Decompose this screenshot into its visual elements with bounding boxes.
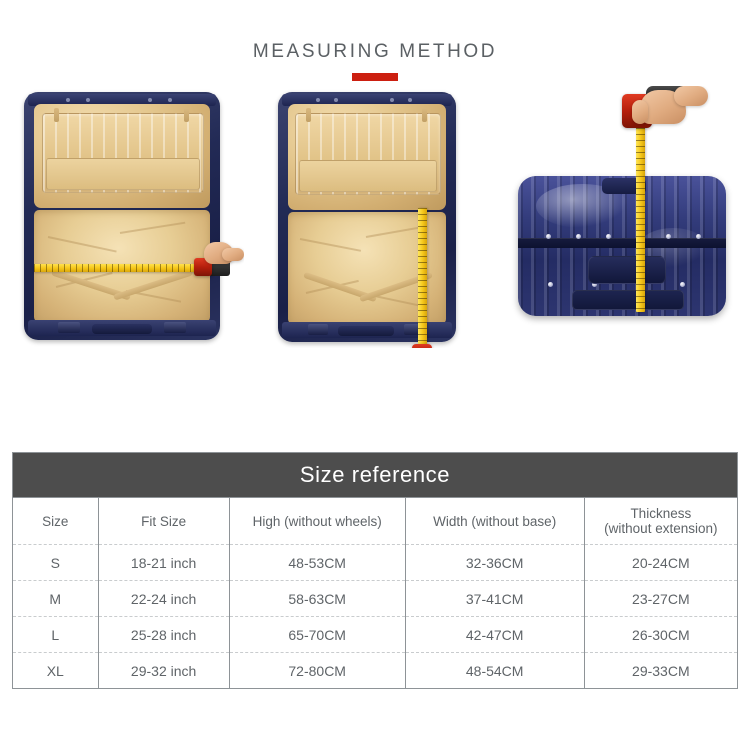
table-row: L 25-28 inch 65-70CM 42-47CM 26-30CM	[12, 616, 738, 653]
photo-suitcase-height	[262, 86, 474, 348]
cell-fit-size: 29-32 inch	[98, 652, 230, 689]
cell-size: M	[12, 580, 99, 617]
cell-fit-size: 25-28 inch	[98, 616, 230, 653]
table-title-row: Size reference	[12, 452, 738, 498]
column-header-thickness-line1: Thickness	[630, 506, 692, 521]
cell-size: S	[12, 544, 99, 581]
cell-fit-size: 18-21 inch	[98, 544, 230, 581]
photo-suitcase-width	[8, 86, 244, 348]
measurement-photo-row	[0, 86, 750, 348]
column-header-thickness-line2: (without extension)	[604, 521, 718, 536]
cell-thickness: 26-30CM	[584, 616, 738, 653]
cell-high: 58-63CM	[229, 580, 406, 617]
column-header-width: Width (without base)	[405, 497, 585, 545]
cell-thickness: 23-27CM	[584, 580, 738, 617]
table-header-row: Size Fit Size High (without wheels) Widt…	[12, 497, 738, 545]
cell-high: 72-80CM	[229, 652, 406, 689]
table-row: S 18-21 inch 48-53CM 32-36CM 20-24CM	[12, 544, 738, 581]
cell-width: 42-47CM	[405, 616, 585, 653]
cell-fit-size: 22-24 inch	[98, 580, 230, 617]
measuring-method-header: MEASURING METHOD	[0, 40, 750, 81]
cell-width: 32-36CM	[405, 544, 585, 581]
column-header-thickness: Thickness (without extension)	[584, 497, 738, 545]
cell-thickness: 29-33CM	[584, 652, 738, 689]
cell-width: 48-54CM	[405, 652, 585, 689]
cell-size: L	[12, 616, 99, 653]
cell-thickness: 20-24CM	[584, 544, 738, 581]
column-header-fit-size: Fit Size	[98, 497, 230, 545]
photo-suitcase-thickness	[496, 86, 744, 348]
size-reference-table: Size reference Size Fit Size High (witho…	[12, 452, 738, 689]
cell-size: XL	[12, 652, 99, 689]
table-row: XL 29-32 inch 72-80CM 48-54CM 29-33CM	[12, 652, 738, 689]
cell-width: 37-41CM	[405, 580, 585, 617]
title-accent-rule	[352, 73, 398, 81]
column-header-high: High (without wheels)	[229, 497, 406, 545]
table-row: M 22-24 inch 58-63CM 37-41CM 23-27CM	[12, 580, 738, 617]
cell-high: 65-70CM	[229, 616, 406, 653]
column-header-size: Size	[12, 497, 99, 545]
page-title: MEASURING METHOD	[252, 41, 498, 62]
table-title: Size reference	[12, 452, 738, 498]
cell-high: 48-53CM	[229, 544, 406, 581]
